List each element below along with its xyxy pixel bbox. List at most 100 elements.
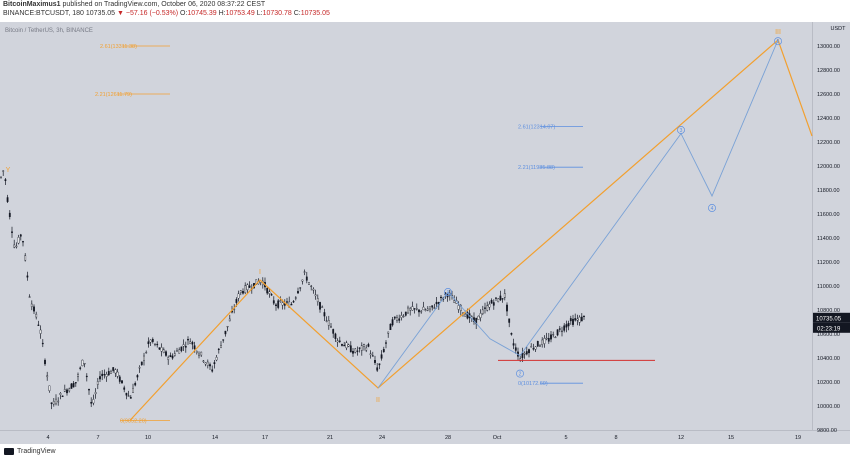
blue-wave-label-circle <box>774 37 782 46</box>
blue-wave-path <box>377 39 779 389</box>
candle-body <box>246 284 249 291</box>
fib-level-label: 2.21(11985.88) <box>518 165 555 171</box>
candle-body <box>453 300 456 303</box>
candle-body <box>237 293 240 299</box>
candle-body <box>418 309 420 313</box>
candle-body <box>352 350 354 354</box>
candle-body <box>477 315 480 320</box>
fib-level-label: 2.61(13311.38) <box>100 44 137 50</box>
candle-body <box>182 344 185 347</box>
candle-body <box>547 338 550 342</box>
time-axis[interactable] <box>0 430 850 444</box>
author-name[interactable]: BitcoinMaximus1 <box>3 1 61 8</box>
candle-body <box>305 276 308 281</box>
candle-body <box>292 301 295 303</box>
low-label: L: <box>256 10 263 17</box>
price-axis[interactable] <box>812 22 850 430</box>
candle-body <box>371 355 374 357</box>
candle-body <box>495 297 497 299</box>
last-price-box <box>813 312 850 323</box>
candle-body <box>484 307 486 309</box>
tradingview-logo[interactable]: TradingView <box>4 448 56 455</box>
y-tick-label: 11800.00 <box>817 188 840 194</box>
candle-body <box>567 323 570 327</box>
candle-body <box>391 319 394 326</box>
candle-body <box>217 348 220 351</box>
y-tick-label: 11200.00 <box>817 260 840 266</box>
close-label: C: <box>293 10 301 17</box>
candle-body <box>312 288 315 291</box>
high-label: H: <box>218 10 226 17</box>
candle-body <box>558 328 561 330</box>
candle-body <box>140 361 143 365</box>
orange-wave-label: Y <box>6 167 11 174</box>
candle-body <box>206 361 209 366</box>
candle-body <box>539 345 541 347</box>
x-tick-label: 4 <box>46 435 49 441</box>
candle-body <box>508 318 511 323</box>
candle-body <box>490 300 493 304</box>
candle-body <box>389 323 392 331</box>
candle-body <box>55 398 57 405</box>
candle-body <box>345 342 348 349</box>
candle-body <box>398 318 401 321</box>
candle-body <box>281 302 284 306</box>
candle-body <box>464 313 467 317</box>
candle-body <box>61 395 64 398</box>
candle-body <box>96 381 99 385</box>
candle-body <box>275 304 277 307</box>
candle-body <box>400 315 403 318</box>
chart-footer: TradingView <box>0 444 850 462</box>
orange-wave-label: III <box>775 29 781 36</box>
candle-body <box>492 302 495 306</box>
candle-body <box>294 297 297 299</box>
candle-body <box>297 291 299 294</box>
candle-body <box>354 348 357 353</box>
candle-body <box>435 301 438 305</box>
candle-body <box>215 357 218 361</box>
candle-body <box>59 393 62 395</box>
x-tick-label: Oct <box>493 435 502 441</box>
candle-body <box>512 343 515 346</box>
candle-body <box>127 395 130 397</box>
x-tick-label: 14 <box>212 435 218 441</box>
low-value: 10730.78 <box>262 10 292 17</box>
publish-info: published on TradingView.com, October 06… <box>62 1 266 8</box>
candle-body <box>514 347 517 351</box>
candle-body <box>574 318 577 321</box>
candle-body <box>396 317 398 321</box>
candle-body <box>118 376 121 382</box>
candle-body <box>248 285 251 288</box>
candle-body <box>431 305 434 308</box>
x-tick-label: 7 <box>96 435 99 441</box>
candle-body <box>338 340 341 342</box>
candle-body <box>422 306 425 311</box>
x-tick-label: 10 <box>145 435 151 441</box>
candle-body <box>83 362 86 365</box>
orange-wave-path <box>129 38 813 421</box>
y-tick-label: 10400.00 <box>817 356 840 362</box>
candle-body <box>213 362 216 365</box>
chart-plot-area[interactable] <box>0 22 812 430</box>
candle-body <box>363 344 365 347</box>
candle-body <box>66 389 68 394</box>
candle-body <box>387 331 390 334</box>
candle-body <box>525 351 528 355</box>
candle-body <box>561 330 563 333</box>
candle-body <box>347 344 350 347</box>
candle-body <box>114 369 117 374</box>
candle-body <box>336 340 339 343</box>
candle-body <box>48 385 51 391</box>
candle-body <box>270 294 273 296</box>
candle-body <box>147 341 150 345</box>
candle-body <box>107 371 110 376</box>
candle-body <box>459 305 462 312</box>
candle-body <box>543 338 546 344</box>
candle-body <box>193 345 196 350</box>
blue-wave-label-circle <box>516 369 524 378</box>
candle-body <box>88 389 90 391</box>
candle-body <box>580 316 583 322</box>
fib-level-label: 2.21(12611.79) <box>95 92 132 98</box>
candle-body <box>308 282 310 285</box>
